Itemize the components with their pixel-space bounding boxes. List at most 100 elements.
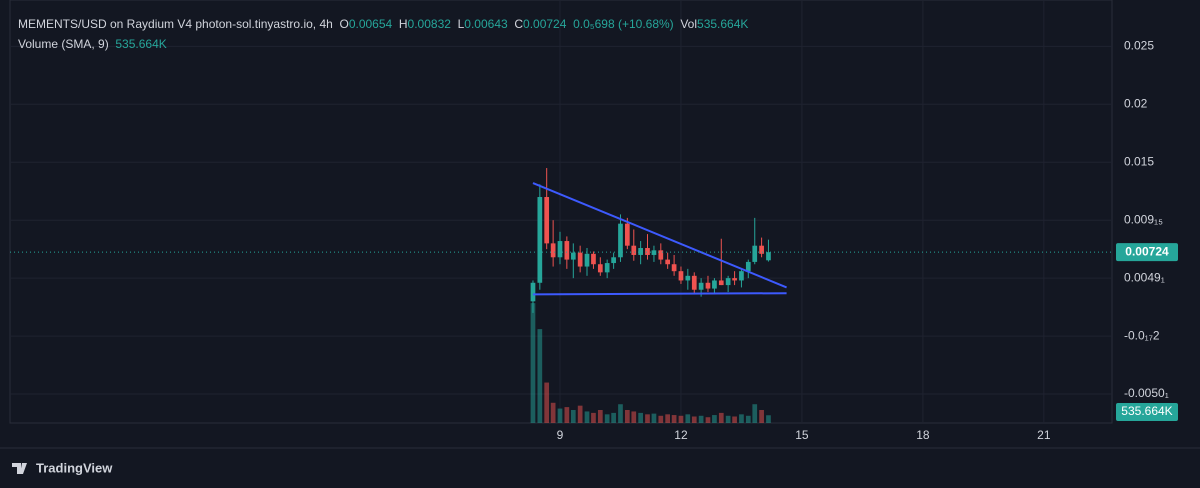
l-label: L xyxy=(457,17,465,31)
volume-bar xyxy=(591,412,596,423)
volume-bar xyxy=(597,410,603,423)
price-label: 0.00724 xyxy=(1125,244,1169,258)
candle-body xyxy=(698,282,704,290)
candle-body xyxy=(591,253,596,265)
candle-body xyxy=(705,282,711,289)
candle-body xyxy=(665,259,671,265)
volume-bar xyxy=(544,382,550,423)
candle-body xyxy=(584,253,590,267)
volume-bar xyxy=(584,411,590,423)
candle-body xyxy=(537,197,543,283)
volume-bar xyxy=(759,410,764,423)
candle-body xyxy=(570,252,576,260)
legend-header: MEMENTS/USD on Raydium V4 photon-sol.tin… xyxy=(18,17,748,31)
candle-body xyxy=(752,245,758,262)
y-tick-label: 0.009₁₅ xyxy=(1124,212,1163,226)
volume-bar xyxy=(766,415,771,423)
candle-body xyxy=(712,280,717,289)
vol-value: 535.664K xyxy=(697,17,749,31)
brand-logo xyxy=(12,463,27,474)
volume-bar xyxy=(651,413,657,423)
volume-bar xyxy=(718,412,724,423)
candle-body xyxy=(739,271,744,281)
o-label: O xyxy=(339,17,349,31)
volume-bar xyxy=(745,415,751,423)
volume-bar xyxy=(570,410,576,423)
x-tick-label: 9 xyxy=(557,428,564,442)
volume-bar xyxy=(691,416,697,423)
candle-body xyxy=(671,264,677,272)
candle-body xyxy=(557,241,563,258)
volume-bar xyxy=(564,407,570,423)
candle-body xyxy=(638,248,643,255)
volume-bar xyxy=(638,412,643,423)
volume-title: Volume (SMA, 9) xyxy=(18,37,109,51)
volume-bar xyxy=(685,414,691,423)
candle-body xyxy=(645,248,650,255)
volume-bar xyxy=(665,414,671,423)
candle-body xyxy=(550,243,556,258)
y-tick-label: 0.0049₁ xyxy=(1124,270,1165,284)
volume-bar xyxy=(671,415,677,423)
volume-bar xyxy=(698,415,704,423)
candle-body xyxy=(564,241,570,260)
candle-body xyxy=(658,250,664,260)
volume-bar xyxy=(705,417,711,423)
volume-bar xyxy=(725,415,731,423)
high-value: 0.00832 xyxy=(407,17,451,31)
volume-bar xyxy=(557,408,563,423)
candle-body xyxy=(618,223,623,258)
price-label-box xyxy=(1116,243,1178,262)
trendline xyxy=(532,182,787,289)
volume-bar xyxy=(658,415,664,423)
candle-body xyxy=(691,275,697,290)
y-tick-label: -0.0050₁ xyxy=(1124,386,1169,400)
low-value: 0.00643 xyxy=(464,17,508,31)
candle-body xyxy=(718,280,724,286)
volume-bar xyxy=(624,410,630,423)
volume-bar xyxy=(732,416,737,423)
candle-body xyxy=(725,278,731,286)
candle-body xyxy=(530,282,536,302)
candle-body xyxy=(577,252,583,267)
candle-body xyxy=(624,223,630,246)
volume-bar xyxy=(530,303,536,423)
volume-bar xyxy=(550,402,556,423)
volume-bar xyxy=(577,405,583,423)
volume-bar xyxy=(712,415,717,423)
close-value: 0.00724 xyxy=(523,17,567,31)
x-tick-label: 18 xyxy=(916,428,930,442)
open-value: 0.00654 xyxy=(348,17,393,31)
volume-value: 535.664K xyxy=(115,37,167,51)
y-tick-label: 0.02 xyxy=(1124,96,1148,110)
volume-bar xyxy=(604,414,610,423)
y-tick-label: -0.0₁₇2 xyxy=(1124,328,1160,342)
candle-body xyxy=(732,278,737,281)
x-tick-label: 12 xyxy=(674,428,688,442)
y-tick-label: 0.015 xyxy=(1124,154,1154,168)
candle-body xyxy=(766,252,771,261)
trendline xyxy=(532,292,787,296)
plot-frame xyxy=(9,0,1113,424)
volume-header: Volume (SMA, 9) 535.664K xyxy=(18,37,167,51)
volume-bar xyxy=(739,414,744,423)
c-label: C xyxy=(514,17,524,31)
x-tick-label: 21 xyxy=(1037,428,1051,442)
y-tick-label: 0.025 xyxy=(1124,39,1154,53)
candle-body xyxy=(544,197,550,244)
symbol: MEMENTS/USD on Raydium V4 photon-sol.tin… xyxy=(18,17,333,31)
volume-bar xyxy=(631,411,637,423)
volume-bar xyxy=(678,415,684,423)
candle-body xyxy=(597,264,603,273)
volume-label-box xyxy=(1116,403,1178,421)
x-tick-label: 15 xyxy=(795,428,809,442)
candle-body xyxy=(604,263,610,273)
volume-bar xyxy=(752,404,758,423)
candle-body xyxy=(651,250,657,255)
h-label: H xyxy=(398,17,408,31)
brand: TradingView xyxy=(36,460,113,475)
candle-body xyxy=(678,271,684,281)
candle-body xyxy=(745,261,751,272)
